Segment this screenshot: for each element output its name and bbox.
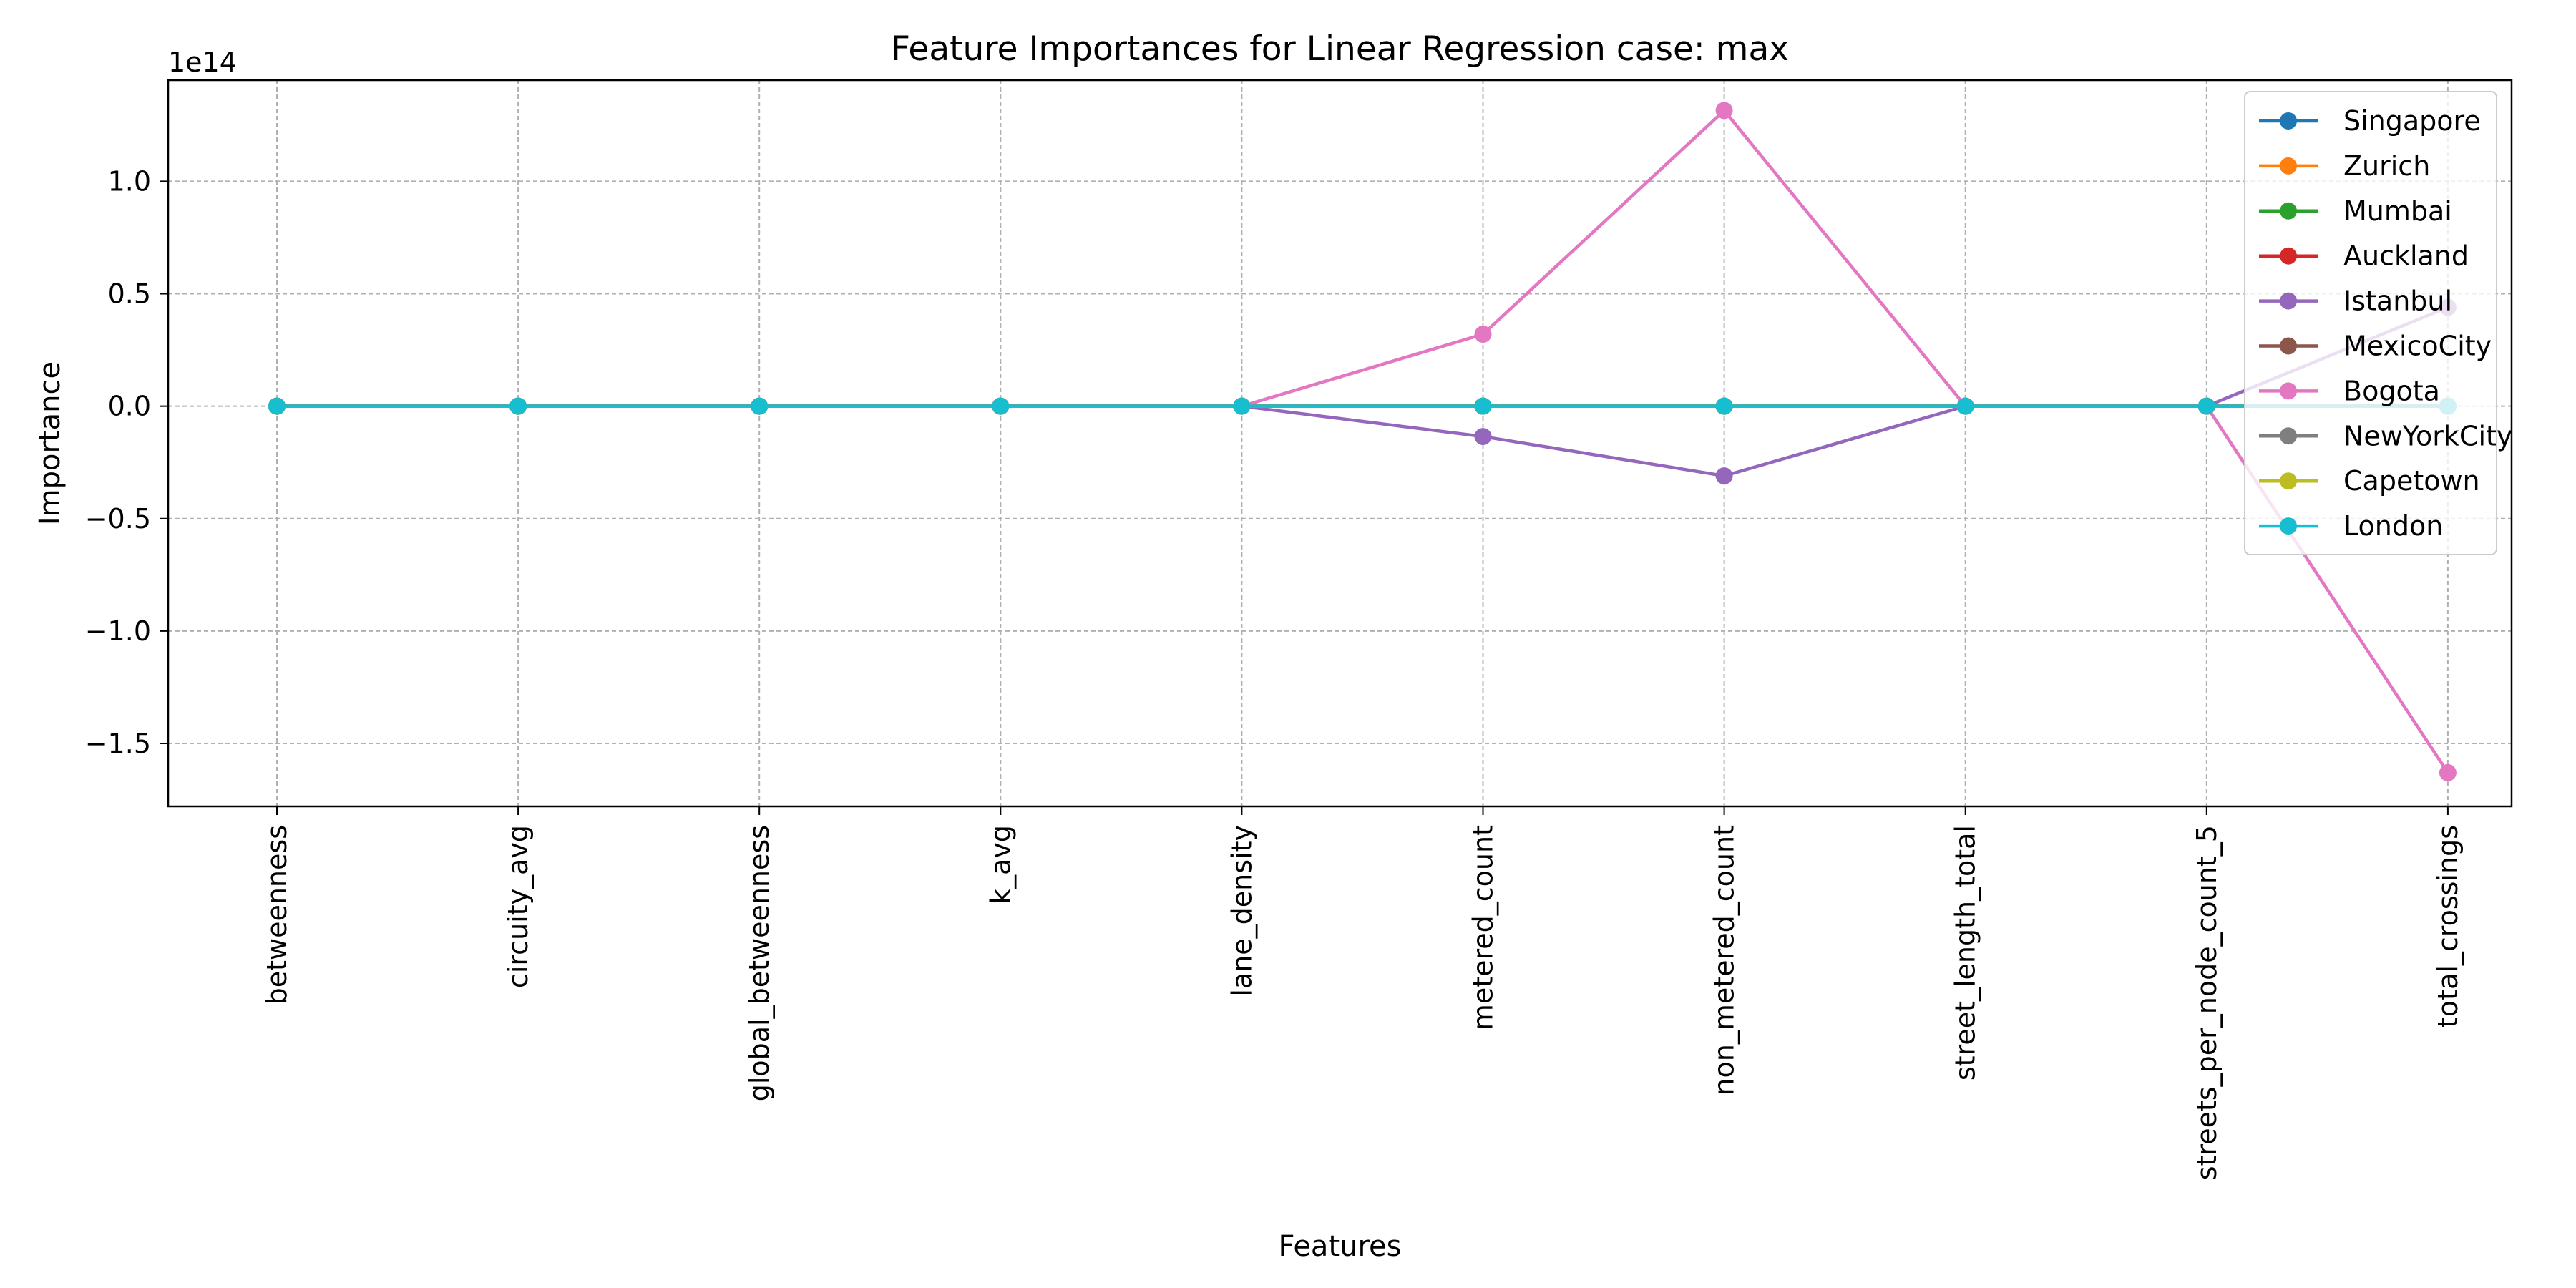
x-tick-label: circuity_avg (502, 825, 534, 988)
legend-label: Auckland (2343, 240, 2469, 272)
legend-item-mexicocity: MexicoCity (2259, 331, 2492, 362)
data-point (1474, 397, 1492, 415)
legend-swatch-marker (2280, 382, 2297, 400)
y-tick-label: −1.5 (85, 728, 151, 759)
legend-swatch-marker (2280, 472, 2297, 490)
x-tick-label: streets_per_node_count_5 (2191, 825, 2223, 1180)
data-point (751, 397, 769, 415)
y-tick-label: −0.5 (85, 503, 151, 535)
legend-label: MexicoCity (2343, 331, 2492, 362)
plot-frame (167, 79, 2513, 808)
chart-title: Feature Importances for Linear Regressio… (891, 29, 1789, 69)
x-tick-label: lane_density (1226, 825, 1257, 997)
legend-label: Istanbul (2343, 286, 2452, 317)
x-tick-label: street_length_total (1950, 825, 1981, 1080)
y-tick-label: 1.0 (108, 165, 151, 197)
x-tick-label: metered_count (1468, 825, 1499, 1030)
x-tick-label: betweenness (261, 825, 293, 1005)
legend-swatch-marker (2280, 157, 2297, 175)
legend-label: Zurich (2343, 150, 2430, 182)
data-point (1474, 428, 1492, 446)
y-tick-label: 0.5 (108, 278, 151, 310)
axis-ticks: betweenness circuity_avg global_betweennes… (85, 165, 2464, 1180)
x-tick-label: non_metered_count (1709, 825, 1740, 1096)
legend-label: Mumbai (2343, 195, 2452, 227)
legend-item-zurich: Zurich (2259, 150, 2430, 182)
legend-swatch-marker (2280, 112, 2297, 130)
x-tick-label: global_betweenness (743, 825, 775, 1101)
legend-item-istanbul: Istanbul (2259, 286, 2452, 317)
data-point (268, 397, 286, 415)
legend-item-capetown: Capetown (2259, 465, 2480, 497)
legend-swatch-marker (2280, 247, 2297, 265)
data-point (2197, 397, 2215, 415)
data-point (992, 397, 1010, 415)
legend-item-london: London (2259, 510, 2443, 542)
legend-swatch-marker (2280, 202, 2297, 220)
legend-item-bogota: Bogota (2259, 375, 2440, 406)
legend-box (2244, 91, 2497, 555)
data-point (1715, 397, 1733, 415)
y-axis-title: Importance (34, 361, 67, 525)
y-tick-label: 0.0 (108, 391, 151, 422)
data-point (1233, 397, 1251, 415)
data-point (1715, 102, 1733, 119)
data-point (1715, 467, 1733, 485)
legend-swatch-marker (2280, 337, 2297, 355)
data-point (1474, 326, 1492, 343)
legend-label: NewYorkCity (2343, 420, 2512, 452)
legend-label: Capetown (2343, 465, 2480, 497)
legend-label: London (2343, 510, 2443, 542)
legend-swatch-marker (2280, 517, 2297, 535)
legend: Singapore Zurich Mumbai Auckland Istanbul Mex… (2244, 91, 2512, 555)
series-london-line (268, 397, 2457, 415)
data-point (2439, 763, 2457, 781)
legend-swatch-marker (2280, 292, 2297, 310)
legend-swatch-marker (2280, 427, 2297, 445)
legend-item-auckland: Auckland (2259, 240, 2469, 272)
y-axis-multiplier: 1e14 (168, 47, 237, 78)
x-tick-label: total_crossings (2432, 825, 2464, 1028)
x-axis-title: Features (1279, 1230, 1402, 1263)
y-tick-label: −1.0 (85, 615, 151, 647)
data-point (509, 397, 527, 415)
legend-item-mumbai: Mumbai (2259, 195, 2452, 227)
x-tick-label: k_avg (985, 825, 1016, 904)
legend-label: Singapore (2343, 105, 2481, 137)
legend-item-singapore: Singapore (2259, 105, 2481, 137)
data-point (1956, 397, 1974, 415)
legend-label: Bogota (2343, 375, 2440, 406)
legend-item-newyorkcity: NewYorkCity (2259, 420, 2512, 452)
